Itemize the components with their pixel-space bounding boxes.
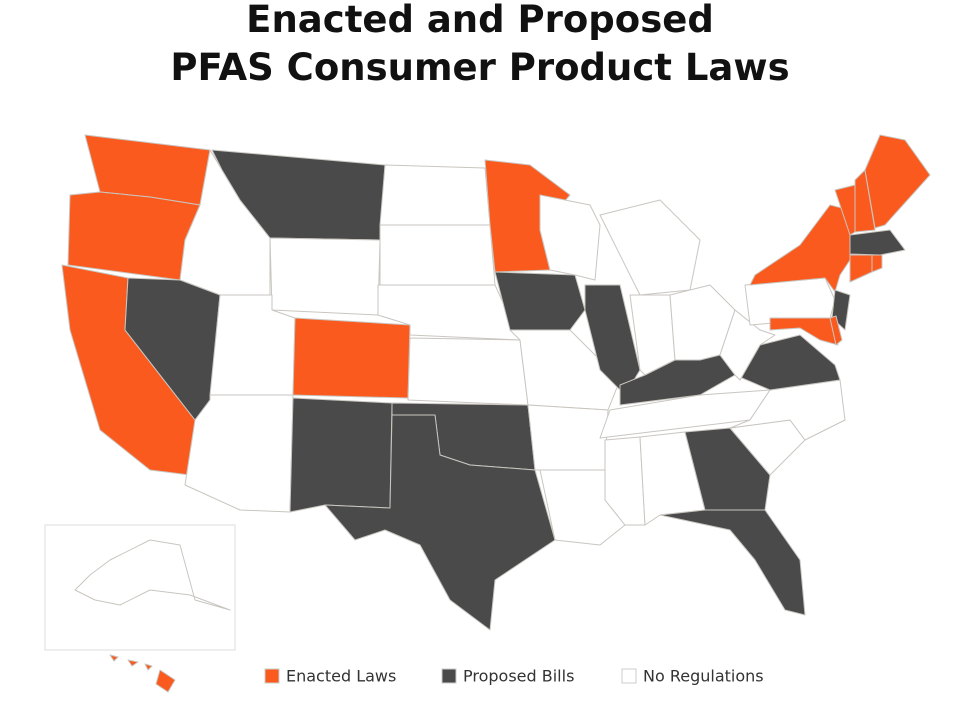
state — [74, 539, 231, 611]
state — [849, 229, 906, 256]
state — [127, 659, 139, 667]
state — [719, 309, 776, 381]
state — [854, 169, 876, 233]
state — [494, 271, 586, 331]
state — [377, 284, 521, 341]
state — [155, 669, 176, 693]
state — [539, 194, 601, 281]
title-line: Enacted and Proposed — [246, 0, 714, 41]
legend-swatch — [621, 668, 637, 684]
state — [109, 654, 119, 662]
inset-frame — [44, 524, 236, 651]
state — [604, 436, 646, 526]
state — [67, 191, 201, 281]
state — [527, 404, 609, 471]
state — [379, 164, 491, 226]
state — [599, 199, 701, 296]
state — [684, 427, 771, 511]
state — [379, 224, 496, 286]
state — [289, 397, 393, 513]
state — [729, 379, 846, 441]
state — [509, 329, 621, 411]
legend-label: Enacted Laws — [286, 667, 396, 686]
state — [184, 394, 294, 513]
state — [407, 337, 529, 406]
legend-swatch — [264, 668, 280, 684]
state — [659, 509, 806, 616]
us-map — [61, 134, 931, 631]
state — [324, 414, 556, 631]
legend-swatch — [441, 668, 457, 684]
state — [871, 254, 883, 273]
state — [849, 254, 873, 283]
title-line: PFAS Consumer Product Laws — [170, 46, 789, 89]
state — [144, 663, 153, 671]
state — [292, 317, 411, 399]
legend-label: Proposed Bills — [463, 667, 574, 686]
state — [269, 237, 381, 316]
state — [829, 315, 843, 346]
legend: Enacted Laws Proposed Bills No Regulations — [264, 667, 764, 686]
legend-label: No Regulations — [643, 667, 764, 686]
state — [749, 204, 851, 293]
state — [864, 134, 931, 229]
